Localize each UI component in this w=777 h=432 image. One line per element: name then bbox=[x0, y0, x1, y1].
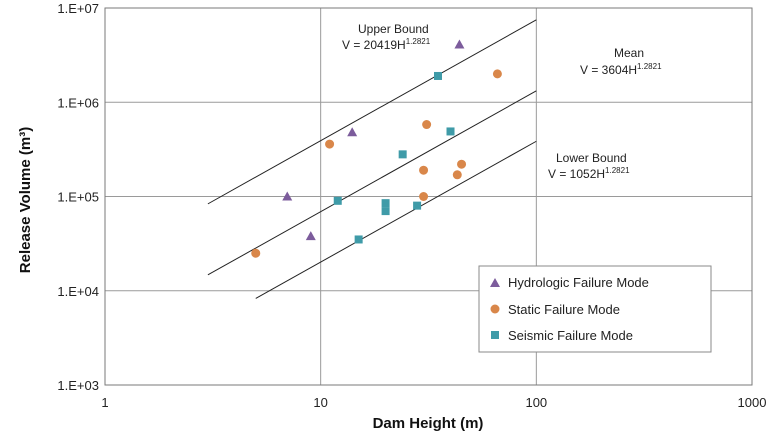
x-tick-label: 1000 bbox=[738, 395, 767, 410]
y-tick-label: 1.E+03 bbox=[57, 378, 99, 393]
legend-entry-hydrologic: Hydrologic Failure Mode bbox=[490, 275, 649, 290]
plot-frame bbox=[104, 7, 753, 386]
legend-label-hydrologic: Hydrologic Failure Mode bbox=[508, 275, 649, 290]
legend-box bbox=[478, 265, 712, 353]
seismic-point bbox=[381, 207, 390, 216]
y-tick-label: 1.E+04 bbox=[57, 284, 99, 299]
y-axis-title: Release Volume (m³) bbox=[17, 127, 34, 273]
legend-entry-static: Static Failure Mode bbox=[490, 302, 620, 317]
static-point bbox=[452, 170, 462, 180]
seismic-point bbox=[333, 196, 342, 205]
tick-labels: 1 10 100 1000 1.E+03 1.E+04 1.E+05 1.E+06 1.E+07 bbox=[57, 1, 766, 410]
legend-square-marker bbox=[491, 331, 499, 339]
regression-lines bbox=[207, 19, 537, 299]
static-point bbox=[492, 69, 502, 79]
hydrologic-point bbox=[305, 231, 316, 241]
lower-bound-label: Lower Bound bbox=[556, 151, 627, 165]
legend: Hydrologic Failure Mode Static Failure M… bbox=[478, 265, 712, 353]
upper-bound-annotation: Upper Bound V = 20419H1.2821 bbox=[342, 22, 431, 52]
x-axis-title: Dam Height (m) bbox=[373, 415, 484, 432]
seismic-point bbox=[354, 235, 363, 244]
lower-bound-annotation: Lower Bound V = 1052H1.2821 bbox=[548, 151, 630, 181]
lower-bound-line bbox=[255, 140, 537, 299]
hydrologic-point bbox=[282, 191, 293, 201]
x-tick-label: 100 bbox=[525, 395, 547, 410]
seismic-point bbox=[434, 71, 443, 80]
mean-equation: V = 3604H1.2821 bbox=[580, 62, 662, 77]
seismic-point bbox=[381, 199, 390, 208]
hydrologic-point bbox=[347, 127, 358, 137]
static-point bbox=[325, 139, 335, 149]
mean-label: Mean bbox=[614, 46, 644, 60]
seismic-point bbox=[446, 127, 455, 136]
upper-bound-line bbox=[207, 19, 537, 205]
static-point bbox=[419, 165, 429, 175]
legend-circle-marker bbox=[490, 304, 500, 314]
mean-line bbox=[207, 90, 537, 276]
lower-bound-equation: V = 1052H1.2821 bbox=[548, 166, 630, 181]
seismic-point bbox=[413, 201, 422, 210]
y-tick-label: 1.E+07 bbox=[57, 1, 99, 16]
y-tick-label: 1.E+05 bbox=[57, 190, 99, 205]
legend-entry-seismic: Seismic Failure Mode bbox=[491, 328, 633, 343]
upper-bound-equation: V = 20419H1.2821 bbox=[342, 37, 431, 52]
static-point bbox=[422, 120, 432, 130]
data-points bbox=[251, 39, 502, 258]
static-point bbox=[419, 192, 429, 201]
x-tick-label: 1 bbox=[101, 395, 108, 410]
upper-bound-label: Upper Bound bbox=[358, 22, 429, 36]
legend-label-static: Static Failure Mode bbox=[508, 302, 620, 317]
hydrologic-point bbox=[454, 39, 465, 49]
legend-triangle-marker bbox=[490, 278, 500, 287]
static-point bbox=[251, 248, 261, 258]
seismic-point bbox=[398, 150, 407, 159]
legend-label-seismic: Seismic Failure Mode bbox=[508, 328, 633, 343]
y-tick-label: 1.E+06 bbox=[57, 95, 99, 110]
static-point bbox=[457, 159, 467, 169]
mean-annotation: Mean V = 3604H1.2821 bbox=[580, 46, 662, 77]
x-tick-label: 10 bbox=[313, 395, 327, 410]
